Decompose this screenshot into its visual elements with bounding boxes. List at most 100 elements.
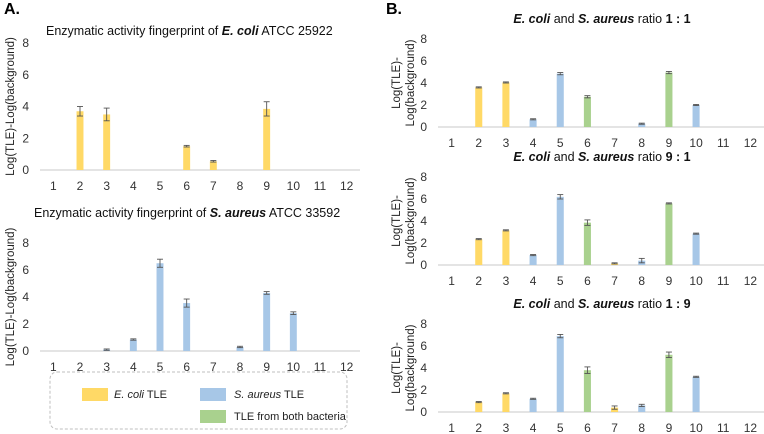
bar-b1-6 — [583, 96, 591, 127]
error-bar-b3-2 — [475, 401, 482, 404]
error-bar-b1-2 — [475, 86, 482, 89]
error-bar-a1-9 — [263, 101, 270, 117]
x-tick-label: 9 — [666, 136, 673, 150]
bar-a1-6 — [183, 146, 191, 170]
error-bar-b3-7 — [611, 405, 618, 410]
bar-b3-10 — [692, 376, 700, 412]
x-tick-label: 4 — [530, 136, 537, 150]
bar-b2-6 — [583, 222, 591, 265]
legend-label-rest: TLE from both bacteria — [234, 411, 347, 423]
y-axis-label-line: Log(TLE)- — [391, 195, 403, 247]
x-tick-label: 4 — [530, 421, 537, 434]
x-tick-label: 2 — [475, 421, 482, 434]
y-axis-label-line: Log(background) — [405, 39, 417, 126]
y-tick-label: 8 — [22, 36, 29, 50]
error-bar-b3-4 — [530, 397, 537, 400]
y-axis-label: Log(TLE)-Log(background) — [5, 227, 17, 366]
x-tick-label: 2 — [77, 360, 84, 374]
chart-title-part: E. coli — [513, 12, 550, 26]
x-tick-label: 8 — [237, 360, 244, 374]
chart-title-part: 1 : 1 — [666, 12, 691, 26]
x-tick-label: 7 — [611, 136, 618, 150]
charts-layer: Enzymatic activity fingerprint of E. col… — [5, 12, 764, 434]
y-axis-label: Log(TLE)-Log(background) — [5, 37, 17, 176]
error-bar-a2-8 — [237, 345, 243, 349]
x-tick-label: 6 — [183, 360, 190, 374]
x-tick-label: 1 — [50, 360, 57, 374]
x-tick-label: 3 — [103, 179, 110, 193]
error-bar-a2-9 — [263, 291, 270, 295]
x-tick-label: 8 — [638, 136, 645, 150]
x-tick-label: 11 — [717, 136, 730, 150]
y-tick-label: 2 — [420, 236, 427, 250]
legend-label: E. coli TLE — [114, 389, 167, 401]
bar-a2-5 — [156, 263, 164, 351]
bar-a2-8 — [236, 346, 244, 351]
y-tick-label: 2 — [22, 317, 29, 331]
x-tick-label: 12 — [744, 274, 758, 288]
bar-a2-10 — [289, 313, 297, 351]
error-bar-a2-10 — [290, 311, 297, 315]
x-tick-label: 11 — [717, 274, 730, 288]
y-tick-label: 4 — [22, 290, 29, 304]
bar-b1-8 — [638, 123, 646, 127]
chart-title-part: Enzymatic activity fingerprint of — [46, 24, 222, 38]
x-tick-label: 9 — [263, 179, 270, 193]
error-bar-b1-9 — [665, 70, 672, 75]
x-tick-label: 9 — [263, 360, 270, 374]
bar-a2-6 — [183, 303, 191, 351]
bar-a2-9 — [263, 292, 271, 351]
x-tick-label: 9 — [666, 274, 673, 288]
error-bar-b3-10 — [693, 375, 700, 378]
error-bar-b3-5 — [557, 334, 564, 339]
error-bar-a2-4 — [130, 338, 137, 341]
x-tick-label: 12 — [744, 421, 758, 434]
error-bar-a1-2 — [77, 106, 83, 117]
bar-b2-9 — [665, 203, 673, 265]
x-tick-label: 4 — [130, 179, 137, 193]
bar-b3-5 — [556, 336, 564, 412]
x-tick-label: 11 — [314, 360, 327, 374]
error-bar-a1-7 — [210, 160, 217, 163]
error-bar-b2-10 — [693, 232, 700, 235]
chart-title-part: and — [550, 297, 578, 311]
bar-b1-5 — [556, 73, 564, 127]
legend-item-ecoli: E. coli TLE — [82, 388, 167, 401]
legend-label: TLE from both bacteria — [234, 411, 347, 423]
y-tick-label: 4 — [420, 361, 427, 375]
panel-a-label: A. — [4, 1, 20, 18]
y-axis-label-line: Log(background) — [405, 177, 417, 264]
y-tick-label: 2 — [420, 98, 427, 112]
bar-b3-4 — [529, 398, 537, 412]
error-bar-b1-10 — [693, 103, 700, 107]
error-bar-b2-4 — [530, 254, 537, 257]
error-bar-b1-8 — [638, 122, 645, 125]
chart-title-part: and — [550, 12, 578, 26]
chart-title-part: 1 : 9 — [666, 297, 691, 311]
error-bar-b3-8 — [638, 403, 645, 407]
legend: E. coli TLE S. aureus TLE TLE from both ba… — [49, 371, 348, 430]
legend-item-saureus: S. aureus TLE — [200, 388, 304, 401]
y-tick-label: 0 — [420, 258, 427, 272]
error-bar-b3-3 — [502, 392, 509, 395]
bar-b3-2 — [475, 402, 483, 412]
bar-b2-3 — [502, 230, 510, 265]
x-tick-label: 5 — [557, 421, 564, 434]
error-bar-a2-5 — [157, 258, 163, 268]
bar-a1-3 — [103, 114, 111, 170]
error-bar-a2-6 — [183, 298, 190, 308]
x-tick-label: 6 — [584, 136, 591, 150]
y-tick-label: 6 — [420, 54, 427, 68]
x-tick-label: 10 — [287, 360, 301, 374]
x-tick-label: 3 — [503, 136, 510, 150]
legend-swatch — [200, 410, 226, 423]
error-bar-b2-6 — [584, 219, 591, 226]
error-bar-b2-9 — [665, 202, 672, 205]
y-axis-label-line: Log(TLE)- — [391, 57, 403, 109]
error-bar-b1-4 — [530, 118, 537, 121]
chart-title-part: E. coli — [513, 297, 550, 311]
bar-b3-9 — [665, 354, 673, 412]
chart-title-part: S. aureus — [578, 12, 634, 26]
legend-swatch — [82, 388, 108, 401]
x-tick-label: 2 — [475, 136, 482, 150]
